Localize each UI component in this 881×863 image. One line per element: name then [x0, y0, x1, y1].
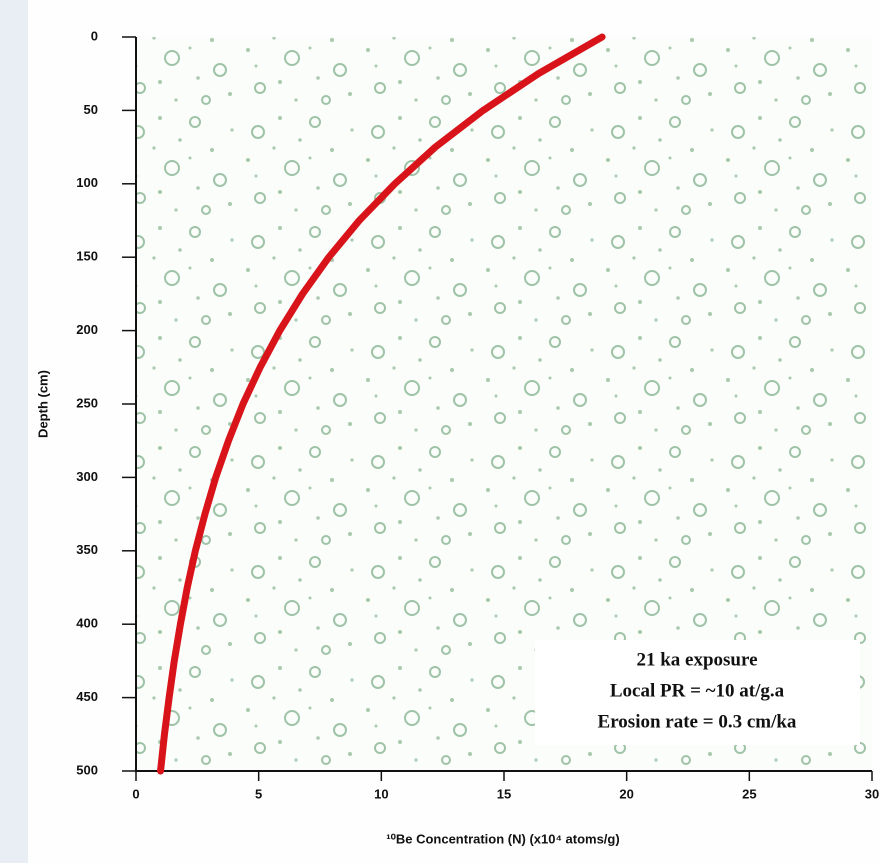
x-tick-label: 15: [497, 786, 511, 801]
y-tick-label: 200: [76, 322, 98, 337]
y-tick-label: 400: [76, 616, 98, 631]
y-tick-label: 0: [91, 28, 98, 43]
y-tick-label: 350: [76, 542, 98, 557]
y-tick-label: 250: [76, 395, 98, 410]
annotation: Local PR = ~10 at/g.a: [610, 680, 785, 701]
x-tick-label: 25: [742, 786, 756, 801]
y-tick-label: 100: [76, 175, 98, 190]
y-tick-label: 50: [84, 102, 98, 117]
y-tick-label: 300: [76, 469, 98, 484]
x-tick-label: 10: [374, 786, 388, 801]
x-axis-label: ¹⁰Be Concentration (N) (x10⁴ atoms/g): [386, 831, 619, 846]
annotation: Erosion rate = 0.3 cm/ka: [598, 711, 797, 732]
y-tick-label: 500: [76, 762, 98, 777]
annotation: 21 ka exposure: [636, 649, 757, 670]
annotation-box: [535, 640, 860, 745]
y-tick-label: 150: [76, 249, 98, 264]
x-tick-label: 20: [619, 786, 633, 801]
y-tick-label: 450: [76, 689, 98, 704]
x-tick-label: 0: [132, 786, 139, 801]
y-axis-label: Depth (cm): [35, 370, 50, 438]
x-tick-label: 5: [255, 786, 262, 801]
x-tick-label: 30: [865, 786, 879, 801]
profile-line: [157, 33, 606, 775]
